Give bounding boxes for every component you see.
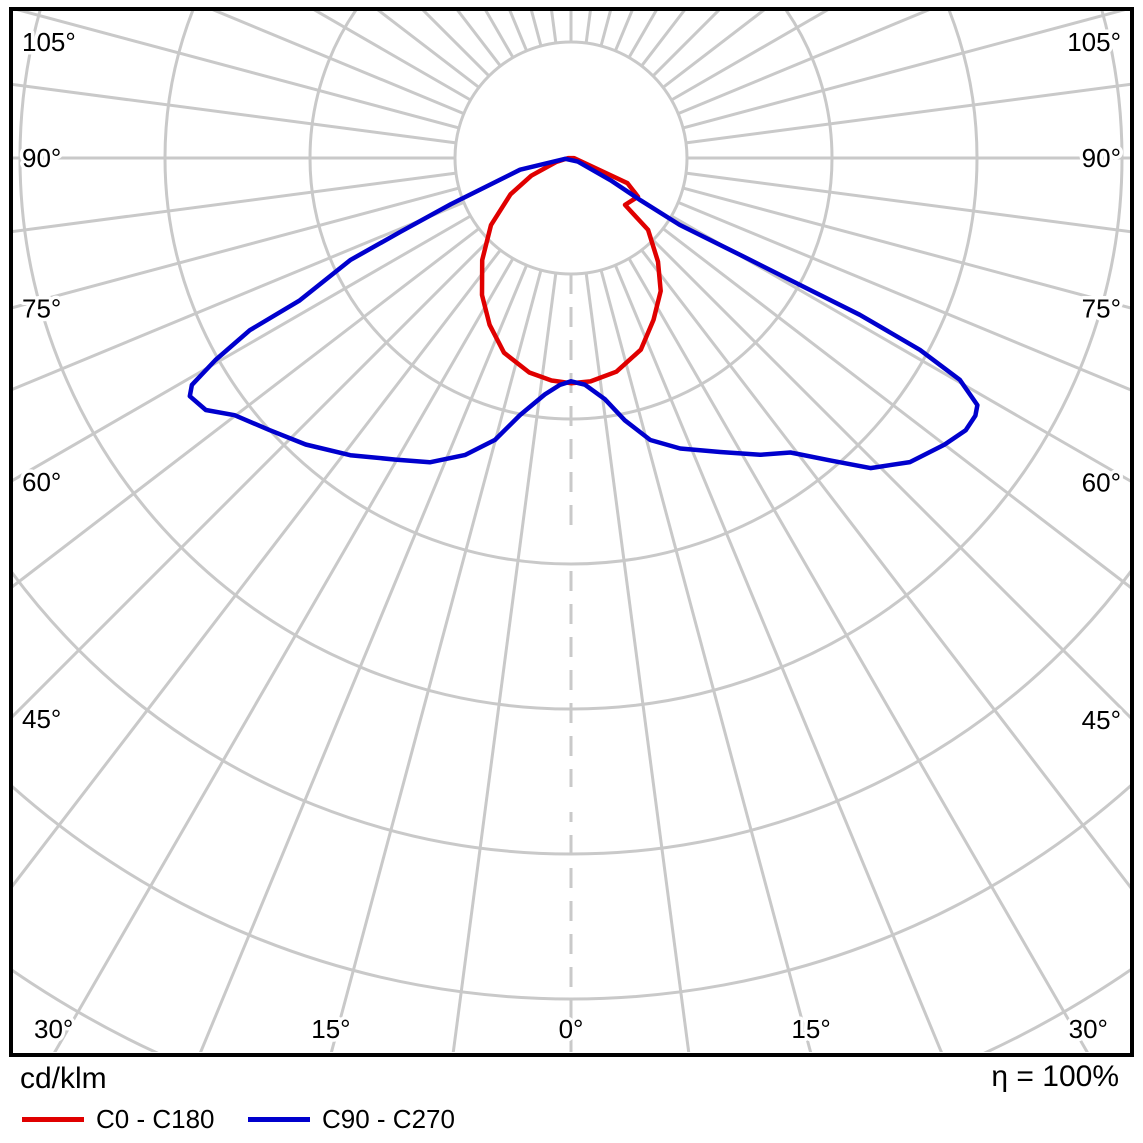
grid-ray (12, 214, 472, 483)
grid-ray (682, 186, 1131, 310)
grid-ray (651, 238, 1131, 721)
angle-label-left-60: 60° (22, 467, 61, 497)
angle-label-right-30: 30° (1069, 1014, 1108, 1044)
angle-label-left-105: 105° (22, 27, 76, 57)
grid-ray (451, 272, 558, 1052)
legend-item-c90-c270: C90 - C270 (248, 1102, 455, 1136)
angle-label-left-90: 90° (22, 143, 61, 173)
grid-ray (685, 171, 1131, 234)
grid-ray (12, 249, 502, 889)
grid-ray (682, 10, 1130, 130)
legend-swatch-c0-c180 (22, 1116, 84, 1122)
angle-label-right-45: 45° (1082, 705, 1121, 735)
angle-label-left-45: 45° (22, 704, 61, 734)
legend: C0 - C180 C90 - C270 (0, 1102, 1143, 1140)
angle-label-left-75: 75° (22, 293, 61, 323)
plot-border (9, 7, 1134, 1057)
angle-label-left-30: 30° (34, 1014, 73, 1044)
radial-unit-label: cd/klm (20, 1062, 107, 1095)
grid-ray (12, 10, 460, 130)
angle-label-right-15: 15° (791, 1014, 830, 1044)
axis-gap (553, 787, 589, 812)
angle-label-right-105: 105° (1067, 27, 1121, 57)
grid-circle-5 (12, 783, 1131, 1001)
grid-ray (53, 257, 515, 1052)
grid-ray (685, 82, 1131, 145)
angle-label-right-60: 60° (1082, 467, 1121, 497)
grid-ray (670, 214, 1131, 484)
grid-ray (12, 82, 457, 145)
grid-ray (677, 10, 933, 115)
axis-gap (553, 533, 589, 558)
curve-c90-c270 (187, 156, 980, 471)
legend-label-c90-c270: C90 - C270 (322, 1103, 455, 1134)
grid-ray (662, 227, 1131, 590)
grid-ray (677, 201, 1131, 392)
legend-label-c0-c180: C0 - C180 (96, 1103, 215, 1134)
grid-ray (627, 257, 1089, 1052)
angle-label-right-90: 90° (1082, 143, 1121, 173)
grid-ray (12, 186, 460, 310)
grid-ray (12, 201, 465, 392)
grid-ray (209, 10, 465, 115)
grid-ray (199, 264, 528, 1052)
grid-ray (584, 272, 691, 1052)
angle-label-right-75: 75° (1082, 294, 1121, 324)
angle-label-bottom-0: 0° (559, 1014, 584, 1044)
grid-ray (12, 238, 491, 720)
efficiency-label: η = 100% (991, 1060, 1119, 1093)
angle-label-left-15: 15° (311, 1014, 350, 1044)
grid-ray (329, 269, 543, 1052)
grid-ray (12, 227, 480, 589)
grid-circle-4 (12, 568, 1131, 856)
grid-ray (640, 249, 1131, 891)
grid-ray (599, 269, 813, 1052)
grid-ray (12, 171, 457, 234)
legend-item-c0-c180: C0 - C180 (22, 1102, 215, 1136)
legend-swatch-c90-c270 (248, 1116, 310, 1122)
